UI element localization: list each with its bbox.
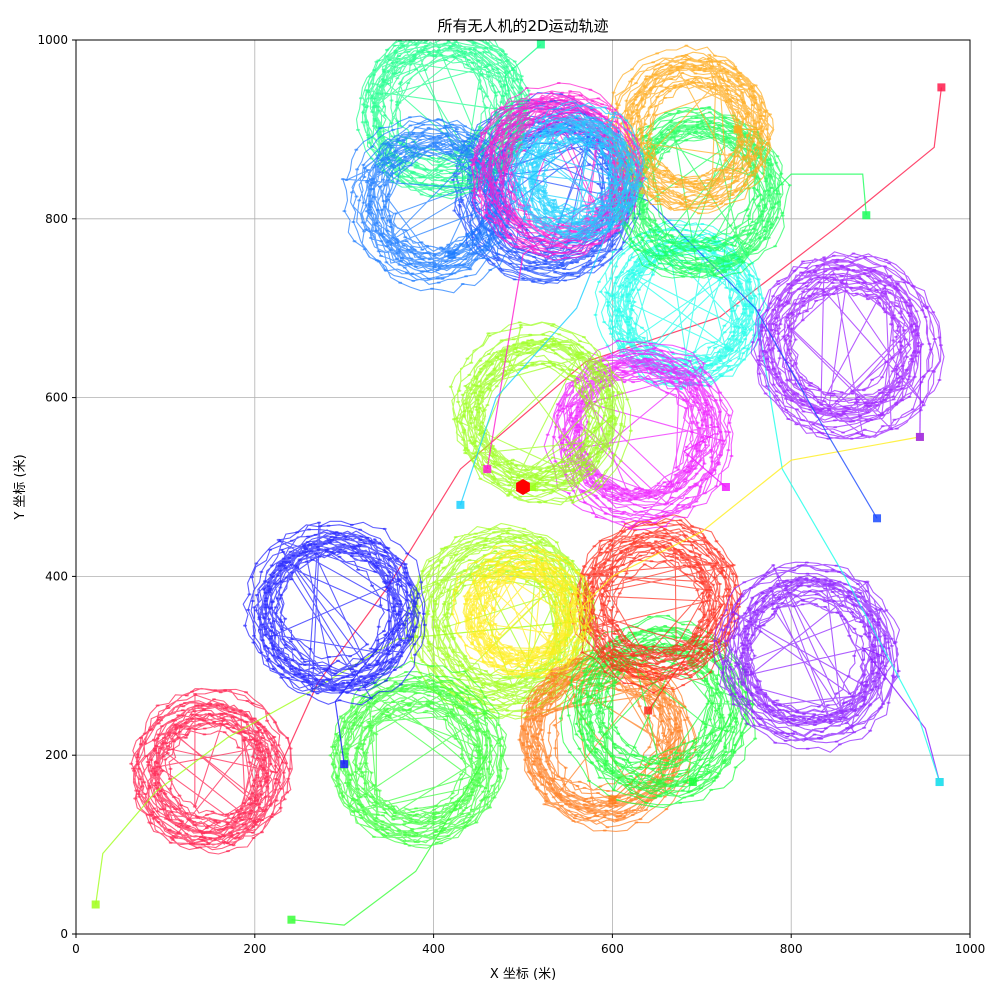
start-marker-6 bbox=[644, 706, 653, 715]
y-tick-label: 0 bbox=[60, 927, 68, 941]
start-marker-5 bbox=[688, 778, 697, 787]
loiter-path bbox=[329, 660, 508, 849]
y-tick-label: 800 bbox=[45, 212, 68, 226]
loiter-dots bbox=[448, 321, 633, 504]
loiter-dots bbox=[506, 105, 648, 246]
x-tick-label: 0 bbox=[72, 942, 80, 956]
trajectory-series-12 bbox=[448, 321, 633, 506]
transit-path bbox=[772, 173, 867, 216]
start-marker-18 bbox=[483, 465, 492, 474]
x-tick-label: 600 bbox=[601, 942, 624, 956]
loiter-path bbox=[750, 251, 945, 440]
start-marker-19 bbox=[456, 500, 465, 509]
x-axis-title: X 坐标 (米) bbox=[490, 967, 556, 982]
start-marker-11 bbox=[721, 483, 730, 491]
center-marker bbox=[516, 479, 530, 495]
loiter-dots bbox=[712, 561, 901, 750]
start-marker-16 bbox=[536, 40, 545, 49]
start-marker-15 bbox=[733, 125, 742, 134]
start-marker-12 bbox=[527, 483, 536, 491]
trajectory-layer bbox=[95, 40, 945, 926]
loiter-path bbox=[451, 544, 594, 680]
tick-layer: 0 200 400 600 800 1000 0 200 400 600 800 1000 bbox=[37, 33, 985, 956]
transit-path bbox=[486, 173, 631, 470]
loiter-path bbox=[594, 219, 769, 390]
loiter-dots bbox=[328, 665, 510, 847]
trajectory-series-7 bbox=[712, 561, 941, 783]
x-tick-label: 200 bbox=[243, 942, 266, 956]
y-axis-title: Y 坐标 (米) bbox=[13, 454, 28, 520]
loiter-dots bbox=[750, 252, 943, 440]
x-tick-label: 800 bbox=[780, 942, 803, 956]
y-tick-label: 400 bbox=[45, 569, 68, 583]
loiter-dots bbox=[243, 521, 427, 702]
transit-path bbox=[625, 191, 878, 519]
transit-path bbox=[95, 620, 582, 905]
trajectory-series-19 bbox=[459, 100, 648, 506]
x-tick-label: 1000 bbox=[955, 942, 986, 956]
loiter-dots bbox=[604, 44, 772, 215]
loiter-path bbox=[450, 321, 632, 506]
start-marker-8 bbox=[935, 778, 944, 787]
loiter-path bbox=[130, 687, 293, 855]
loiter-dots bbox=[450, 545, 595, 678]
trajectory-series-3 bbox=[242, 520, 427, 765]
loiter-path bbox=[242, 520, 426, 706]
start-marker-13 bbox=[873, 514, 882, 523]
start-marker-17 bbox=[447, 250, 456, 259]
loiter-path bbox=[404, 522, 601, 720]
trajectory-series-4 bbox=[517, 648, 698, 832]
start-marker-10 bbox=[915, 432, 924, 441]
transit-path bbox=[459, 173, 631, 506]
transit-path bbox=[692, 710, 734, 783]
chart-title: 所有无人机的2D运动轨迹 bbox=[437, 17, 608, 35]
plot-frame bbox=[75, 39, 971, 935]
trajectory-series-2 bbox=[291, 660, 510, 926]
start-marker-0 bbox=[937, 83, 946, 92]
start-marker-14 bbox=[862, 211, 871, 220]
loiter-dots bbox=[129, 689, 293, 853]
loiter-path bbox=[518, 648, 698, 832]
transit-path bbox=[576, 436, 921, 613]
marker-layer bbox=[91, 40, 946, 924]
y-tick-label: 600 bbox=[45, 391, 68, 405]
trajectory-series-9 bbox=[450, 436, 921, 680]
transit-path bbox=[754, 308, 941, 783]
start-marker-4 bbox=[608, 795, 617, 804]
transit-path bbox=[919, 343, 922, 437]
x-tick-label: 400 bbox=[422, 942, 445, 956]
start-marker-3 bbox=[340, 760, 349, 769]
start-marker-2 bbox=[287, 915, 296, 924]
y-tick-label: 200 bbox=[45, 748, 68, 762]
transit-path bbox=[291, 754, 488, 926]
y-tick-label: 1000 bbox=[37, 33, 68, 47]
start-marker-1 bbox=[91, 900, 100, 909]
trajectory-series-10 bbox=[750, 251, 945, 440]
